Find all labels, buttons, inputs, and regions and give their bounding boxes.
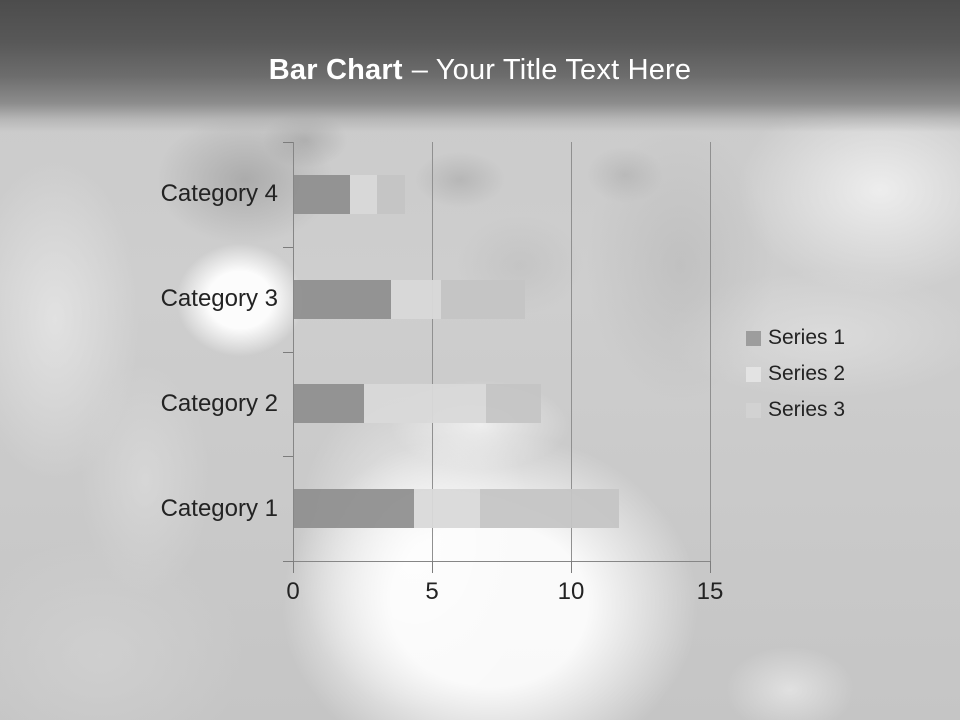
slide-title: Bar Chart – Your Title Text Here [0, 54, 960, 87]
bar-segment-series1 [294, 384, 364, 424]
bar-segment-series1 [294, 174, 350, 214]
legend-item-series3: Series 3 [746, 398, 845, 422]
bar-segment-series1 [294, 489, 414, 529]
x-axis-line [283, 561, 711, 562]
title-bar: Bar Chart – Your Title Text Here [0, 0, 960, 132]
bar-segment-series2 [391, 279, 442, 319]
legend-swatch-icon [746, 402, 761, 418]
y-axis-tick [283, 456, 293, 458]
legend-swatch-icon [746, 366, 761, 382]
x-axis-tick-label: 5 [425, 578, 439, 605]
x-axis-tick [710, 561, 711, 573]
legend-label: Series 3 [768, 398, 846, 421]
bar-segment-series3 [480, 489, 620, 529]
legend-swatch-icon [746, 330, 761, 346]
gridline [710, 142, 711, 561]
gridline [432, 142, 433, 561]
bar-segment-series3 [441, 279, 525, 319]
legend: Series 1 Series 2 Series 3 [746, 326, 845, 434]
x-axis-tick [293, 561, 294, 573]
x-axis-tick-label: 15 [696, 578, 724, 605]
x-axis-tick [432, 561, 433, 573]
gridline [571, 142, 572, 561]
y-axis-tick [283, 142, 293, 143]
legend-label: Series 2 [768, 362, 846, 385]
y-axis-line [293, 142, 294, 562]
y-axis-tick [283, 561, 293, 562]
slide-title-bold: Bar Chart [268, 54, 403, 86]
bar-segment-series2 [363, 384, 486, 424]
y-axis-tick [283, 351, 293, 353]
category-label: Category 2 [160, 389, 278, 417]
category-label: Category 4 [160, 180, 278, 208]
y-axis-tick [283, 246, 293, 248]
bar-segment-series3 [485, 384, 542, 424]
bar-segment-series1 [294, 279, 392, 319]
x-axis-tick-label: 10 [557, 578, 585, 605]
legend-item-series1: Series 1 [746, 326, 845, 350]
bar-segment-series2 [413, 489, 481, 529]
bar-segment-series2 [349, 174, 378, 214]
x-axis-tick [571, 561, 572, 573]
bar-segment-series3 [377, 174, 406, 214]
legend-label: Series 1 [768, 326, 846, 349]
category-label: Category 3 [160, 285, 278, 313]
category-label: Category 1 [160, 494, 278, 522]
slide-title-rest: – Your Title Text Here [411, 54, 692, 86]
x-axis-tick-label: 0 [286, 578, 300, 605]
legend-item-series2: Series 2 [746, 362, 845, 386]
